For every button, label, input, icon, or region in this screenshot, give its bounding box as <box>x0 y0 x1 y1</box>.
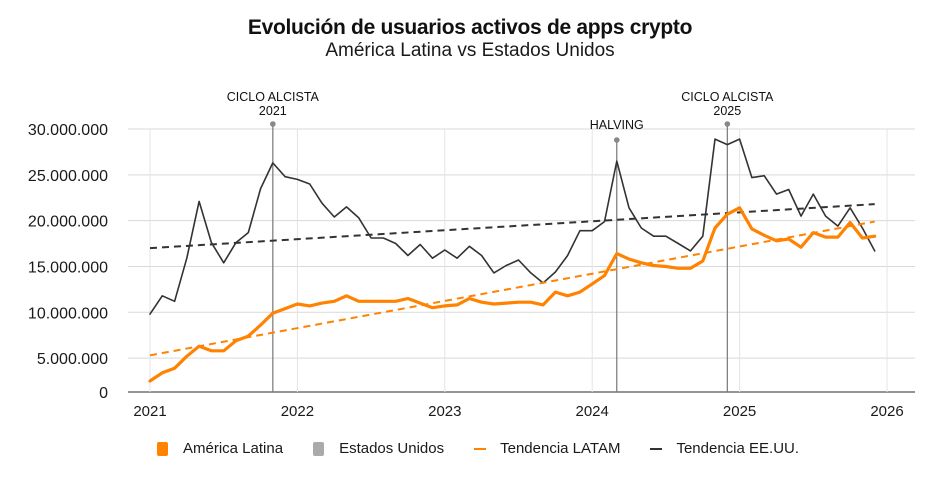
y-axis-ticks: 0 5.000.000 10.000.000 15.000.000 20.000.000… <box>28 122 108 402</box>
y-tick-label: 20.000.000 <box>28 214 108 231</box>
series-line-us <box>149 138 876 315</box>
x-tick-label: 2022 <box>281 403 314 420</box>
annotation-dot <box>270 121 276 127</box>
annotation-label: CICLO ALCISTA <box>227 90 320 104</box>
legend-swatch-latam <box>157 441 168 456</box>
x-tick-label: 2025 <box>723 403 756 420</box>
annotation-dot <box>724 121 731 127</box>
annotation-label: HALVING <box>590 118 644 132</box>
chart-title: Evolución de usuarios activos de apps cr… <box>247 16 693 39</box>
legend: América Latina Estados Unidos Tendencia … <box>157 440 829 457</box>
y-tick-label: 15.000.000 <box>28 259 108 276</box>
legend-item-trend-latam[interactable]: Tendencia LATAM <box>474 440 620 457</box>
legend-swatch-us <box>313 441 325 456</box>
y-tick-label: 0 <box>99 385 108 402</box>
legend-dash-latam <box>474 447 487 450</box>
series-line-latam <box>148 206 877 383</box>
annotation-dot <box>613 137 620 143</box>
y-tick-label: 5.000.000 <box>37 351 108 368</box>
legend-item-trend-us[interactable]: Tendencia EE.UU. <box>650 440 799 457</box>
x-axis-ticks: 2021 2022 2023 2024 2025 2026 <box>133 403 903 420</box>
trend-line-us <box>149 203 875 250</box>
legend-item-us[interactable]: Estados Unidos <box>313 440 444 457</box>
legend-label: América Latina <box>183 440 284 457</box>
annotation-label-year: 2025 <box>713 104 741 118</box>
x-tick-label: 2021 <box>133 403 166 420</box>
series-lines <box>148 138 877 383</box>
legend-dash-us <box>650 447 663 450</box>
x-tick-label: 2026 <box>870 403 903 420</box>
grid <box>128 128 915 393</box>
y-tick-label: 25.000.000 <box>28 168 108 185</box>
chart-subtitle: América Latina vs Estados Unidos <box>325 40 615 61</box>
y-tick-label: 10.000.000 <box>28 305 108 322</box>
legend-item-latam[interactable]: América Latina <box>157 440 283 457</box>
x-tick-label: 2024 <box>576 403 609 420</box>
legend-label: Estados Unidos <box>339 440 445 457</box>
y-tick-label: 30.000.000 <box>28 122 108 139</box>
annotation-label: CICLO ALCISTA <box>681 90 774 104</box>
x-tick-label: 2023 <box>428 403 461 420</box>
annotation-label-year: 2021 <box>259 104 287 118</box>
legend-label: Tendencia LATAM <box>500 440 621 457</box>
legend-label: Tendencia EE.UU. <box>676 440 800 457</box>
trend-line-latam <box>149 220 875 357</box>
